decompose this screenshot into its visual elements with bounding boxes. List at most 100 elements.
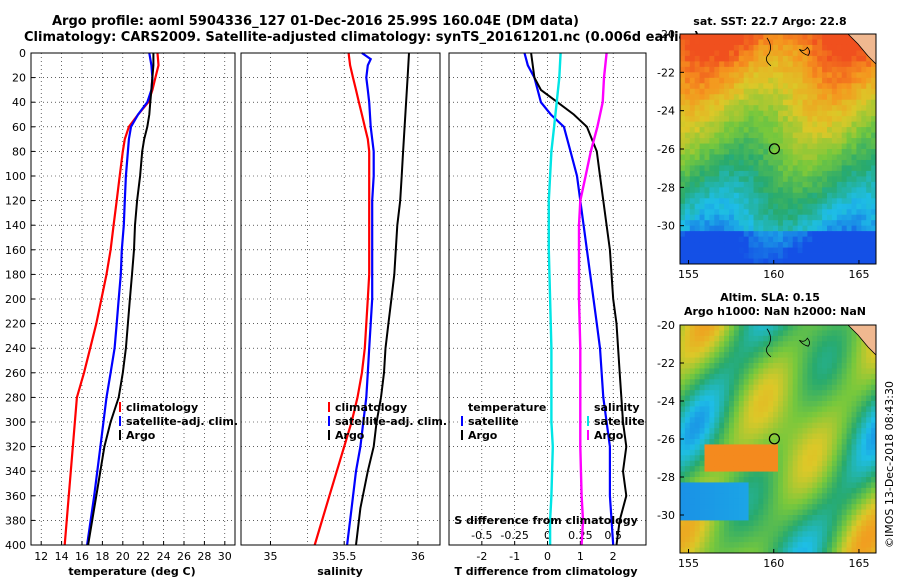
sst-cell xyxy=(719,94,725,101)
sla-cell xyxy=(856,439,862,445)
sla-cell xyxy=(831,335,838,342)
sla-cell xyxy=(689,449,696,456)
sla-cell xyxy=(856,417,862,424)
sla-cell xyxy=(797,357,803,364)
sst-cell xyxy=(827,88,833,95)
sst-cell xyxy=(817,50,823,57)
sst-cell xyxy=(802,154,808,161)
sst-cell xyxy=(841,242,847,248)
sla-cell xyxy=(748,395,754,402)
sla-cell xyxy=(831,384,838,391)
sst-cell xyxy=(812,50,818,57)
sst-cell xyxy=(699,198,705,205)
sla-cell xyxy=(694,444,700,451)
sst-cell xyxy=(748,116,754,123)
sst-cell xyxy=(684,192,691,199)
sst-cell xyxy=(758,61,764,68)
sla-cell xyxy=(738,498,745,505)
sst-cell xyxy=(729,209,735,216)
sst-cell xyxy=(827,198,833,205)
sst-cell xyxy=(699,127,705,133)
sla-cell xyxy=(694,525,700,532)
sst-cell xyxy=(807,165,813,172)
sst-cell xyxy=(836,132,843,139)
sla-cell xyxy=(753,482,759,489)
sst-cell xyxy=(851,220,857,227)
sst-cell xyxy=(792,110,798,117)
sla-cell xyxy=(807,346,813,353)
sla-cell xyxy=(758,515,764,521)
sst-cell xyxy=(689,77,696,84)
sst-cell xyxy=(802,132,808,139)
sla-cell xyxy=(758,325,764,331)
sla-cell xyxy=(719,515,725,521)
sla-cell xyxy=(753,363,759,369)
sla-cell xyxy=(787,368,794,375)
sla-cell xyxy=(684,433,691,440)
sst-cell xyxy=(729,127,735,133)
sla-cell xyxy=(831,363,838,369)
sst-cell xyxy=(729,121,735,128)
sla-cell xyxy=(807,455,813,462)
sst-cell xyxy=(763,132,769,139)
sla-cell xyxy=(827,384,833,391)
sla-cell xyxy=(817,368,823,375)
sla-cell xyxy=(738,335,745,342)
sla-cell xyxy=(787,515,794,521)
sst-cell xyxy=(704,44,710,51)
sla-cell xyxy=(729,357,735,364)
sla-cell xyxy=(822,439,828,445)
sla-cell xyxy=(841,433,847,440)
sla-cell xyxy=(743,422,749,429)
sla-cell xyxy=(827,406,833,413)
sla-cell xyxy=(738,384,745,391)
sla-cell xyxy=(729,471,735,478)
sla-cell xyxy=(743,487,749,494)
sla-cell xyxy=(743,411,749,418)
sla-cell xyxy=(729,390,735,396)
sla-cell xyxy=(792,357,798,364)
sst-cell xyxy=(719,132,725,139)
sst-cell xyxy=(724,50,730,57)
sla-cell xyxy=(714,363,720,369)
sla-cell xyxy=(704,357,710,364)
sla-cell xyxy=(680,363,686,369)
sst-cell xyxy=(738,61,745,68)
sst-cell xyxy=(866,187,872,194)
sla-cell xyxy=(817,352,823,358)
sla-cell xyxy=(694,390,700,396)
sla-cell xyxy=(714,460,720,467)
sla-cell xyxy=(763,335,769,342)
sst-cell xyxy=(724,209,730,216)
sst-cell xyxy=(856,127,862,133)
sst-cell xyxy=(684,83,691,90)
sla-cell xyxy=(797,384,803,391)
sla-cell xyxy=(841,384,847,391)
sla-cell xyxy=(856,542,862,548)
sst-cell xyxy=(724,192,730,199)
sst-cell xyxy=(787,192,794,199)
sst-cell xyxy=(831,236,838,243)
sla-cell xyxy=(812,520,818,527)
sst-cell xyxy=(758,170,764,177)
sst-cell xyxy=(689,61,696,68)
sla-cell xyxy=(817,325,823,331)
sla-cell xyxy=(709,504,715,510)
sst-cell xyxy=(758,138,764,144)
sla-cell xyxy=(753,536,759,543)
sst-cell xyxy=(866,132,872,139)
sla-cell xyxy=(699,428,705,434)
sst-cell xyxy=(709,181,715,188)
sla-cell xyxy=(792,395,798,402)
sla-cell xyxy=(812,525,818,532)
sla-cell xyxy=(738,379,745,386)
sla-cell xyxy=(694,341,700,348)
sst-cell xyxy=(729,187,735,194)
sst-cell xyxy=(822,258,828,265)
sst-cell xyxy=(787,34,794,40)
sla-cell xyxy=(836,493,843,500)
sst-cell xyxy=(866,170,872,177)
sla-cell xyxy=(773,466,779,472)
sst-cell xyxy=(694,121,700,128)
sst-cell xyxy=(841,39,847,46)
